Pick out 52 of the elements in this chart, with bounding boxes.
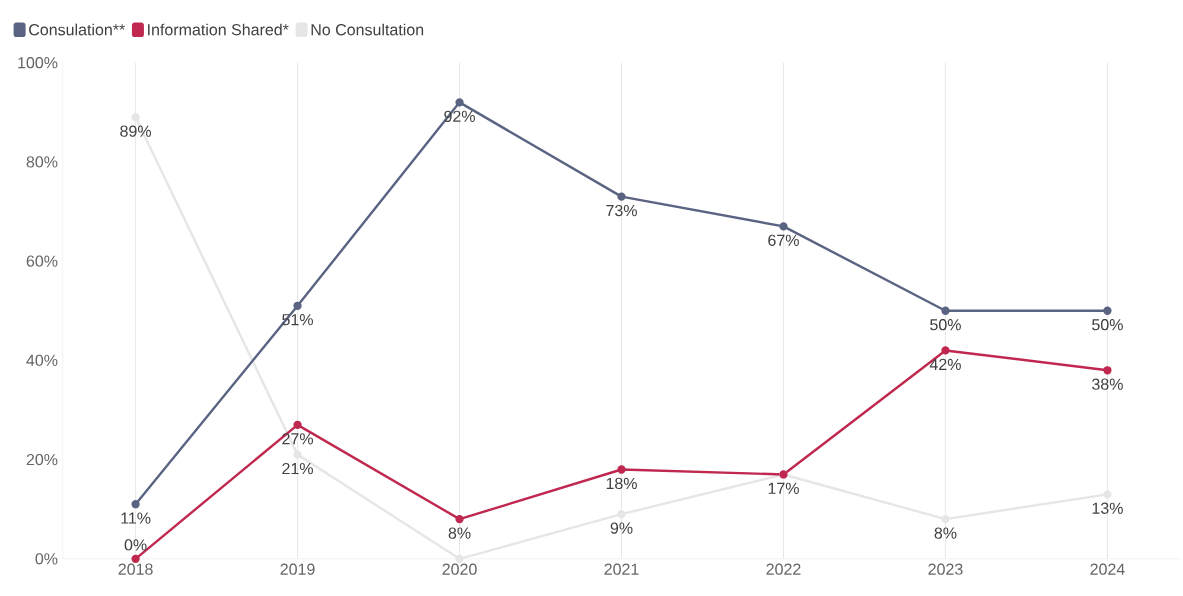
- data-label: 11%: [121, 512, 151, 524]
- point: [131, 113, 140, 122]
- data-label: 89%: [120, 125, 152, 137]
- point: [617, 509, 626, 519]
- point: [455, 514, 464, 524]
- point: [455, 98, 464, 107]
- data-label: 9%: [610, 522, 633, 534]
- point: [617, 465, 626, 474]
- data-label: 50%: [1092, 318, 1123, 331]
- data-label: 50%: [930, 318, 961, 331]
- data-label: 38%: [1092, 378, 1123, 390]
- data-label: 8%: [934, 527, 957, 539]
- x-tick-label: 2019: [280, 563, 315, 575]
- data-label: 21%: [282, 462, 313, 475]
- data-label: 67%: [768, 234, 799, 246]
- point: [617, 192, 626, 201]
- point: [941, 514, 950, 524]
- y-tick-label: 80%: [26, 156, 58, 168]
- point: [131, 554, 140, 563]
- x-tick-label: 2020: [442, 563, 477, 575]
- data-label: 27%: [282, 433, 313, 445]
- point: [293, 420, 302, 429]
- data-label: 18%: [606, 477, 637, 490]
- point: [941, 306, 950, 315]
- x-tick-label: 2023: [928, 563, 963, 575]
- data-label: 42%: [929, 358, 961, 370]
- point: [293, 301, 302, 310]
- x-tick-label: 2022: [766, 563, 801, 575]
- y-tick-label: 20%: [26, 453, 58, 466]
- y-tick-label: 0%: [35, 553, 58, 565]
- data-label: 8%: [448, 527, 471, 539]
- point: [1103, 366, 1112, 375]
- point: [455, 554, 464, 563]
- x-tick-label: 2021: [604, 563, 639, 575]
- x-tick-label: 2024: [1090, 563, 1125, 575]
- point: [293, 450, 302, 459]
- data-label: 0%: [124, 539, 147, 551]
- point: [941, 346, 950, 355]
- y-tick-label: 100%: [18, 56, 58, 69]
- legend-label: Information Shared*: [148, 23, 289, 36]
- legend-label: No Consultation: [311, 23, 424, 36]
- point: [131, 500, 140, 509]
- point: [1103, 490, 1112, 499]
- data-label: 13%: [1092, 502, 1123, 514]
- y-tick-label: 60%: [26, 255, 58, 267]
- data-label: 17%: [768, 482, 799, 494]
- data-label: 73%: [606, 204, 637, 217]
- x-tick-label: 2018: [118, 563, 153, 575]
- y-tick-label: 40%: [26, 354, 58, 366]
- point: [779, 222, 788, 231]
- legend-label: Consulation**: [29, 23, 125, 36]
- point: [1103, 306, 1112, 315]
